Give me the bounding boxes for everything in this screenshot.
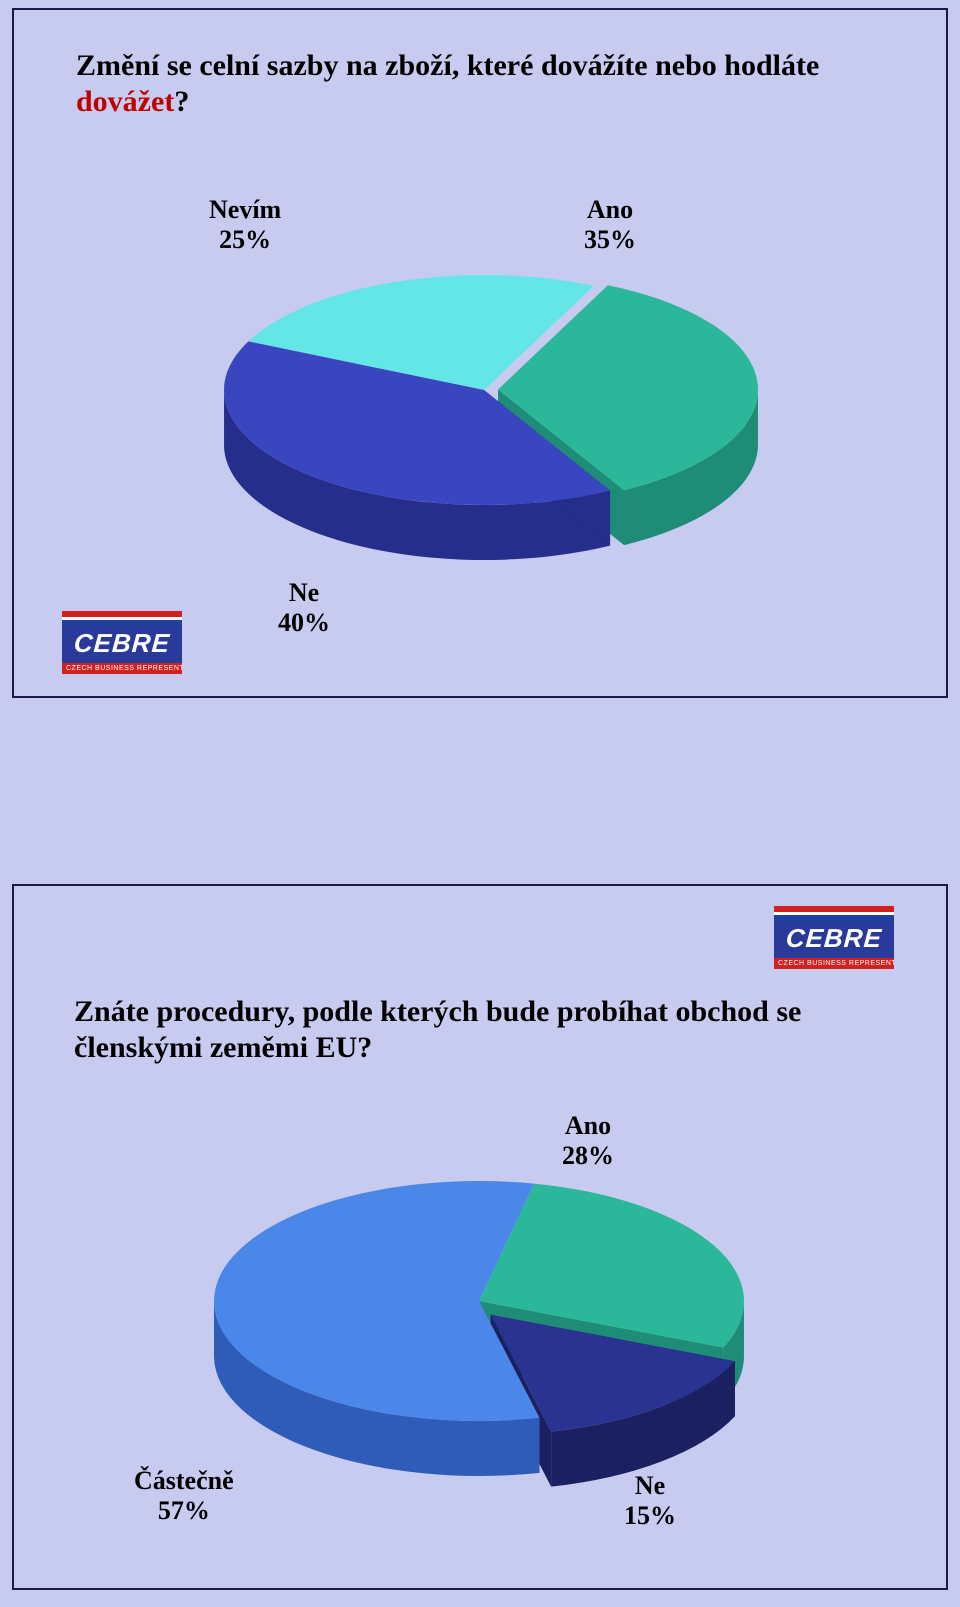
label-castecne-text: Částečně bbox=[134, 1466, 234, 1495]
pie-chart-1 bbox=[14, 10, 950, 700]
label-ano-2-pct: 28% bbox=[562, 1141, 614, 1170]
label-nevim-text: Nevím bbox=[209, 195, 281, 224]
label-castecne: Částečně 57% bbox=[134, 1466, 234, 1526]
label-castecne-pct: 57% bbox=[158, 1496, 210, 1525]
cebre-logo-1: CEBRE CZECH BUSINESS REPRESENTATION bbox=[62, 611, 182, 674]
label-ne-2-text: Ne bbox=[635, 1471, 665, 1500]
label-ne-1-pct: 40% bbox=[278, 608, 330, 637]
label-ano-1-pct: 35% bbox=[584, 225, 636, 254]
label-nevim-pct: 25% bbox=[219, 225, 271, 254]
panel-1: Změní se celní sazby na zboží, které dov… bbox=[12, 8, 948, 698]
panel-2: CEBRE CZECH BUSINESS REPRESENTATION Znát… bbox=[12, 884, 948, 1590]
panel-1-chart bbox=[14, 10, 950, 700]
logo-name-text: CEBRE bbox=[73, 628, 171, 659]
label-ne-2-pct: 15% bbox=[624, 1501, 676, 1530]
label-ano-1: Ano 35% bbox=[584, 195, 636, 255]
label-ne-2: Ne 15% bbox=[624, 1471, 676, 1531]
label-ne-1: Ne 40% bbox=[278, 578, 330, 638]
label-ano-2: Ano 28% bbox=[562, 1111, 614, 1171]
logo-name: CEBRE bbox=[62, 626, 182, 663]
logo-sub: CZECH BUSINESS REPRESENTATION bbox=[62, 663, 182, 674]
label-ne-1-text: Ne bbox=[289, 578, 319, 607]
label-ano-2-text: Ano bbox=[565, 1111, 611, 1140]
label-nevim: Nevím 25% bbox=[209, 195, 281, 255]
label-ano-1-text: Ano bbox=[587, 195, 633, 224]
